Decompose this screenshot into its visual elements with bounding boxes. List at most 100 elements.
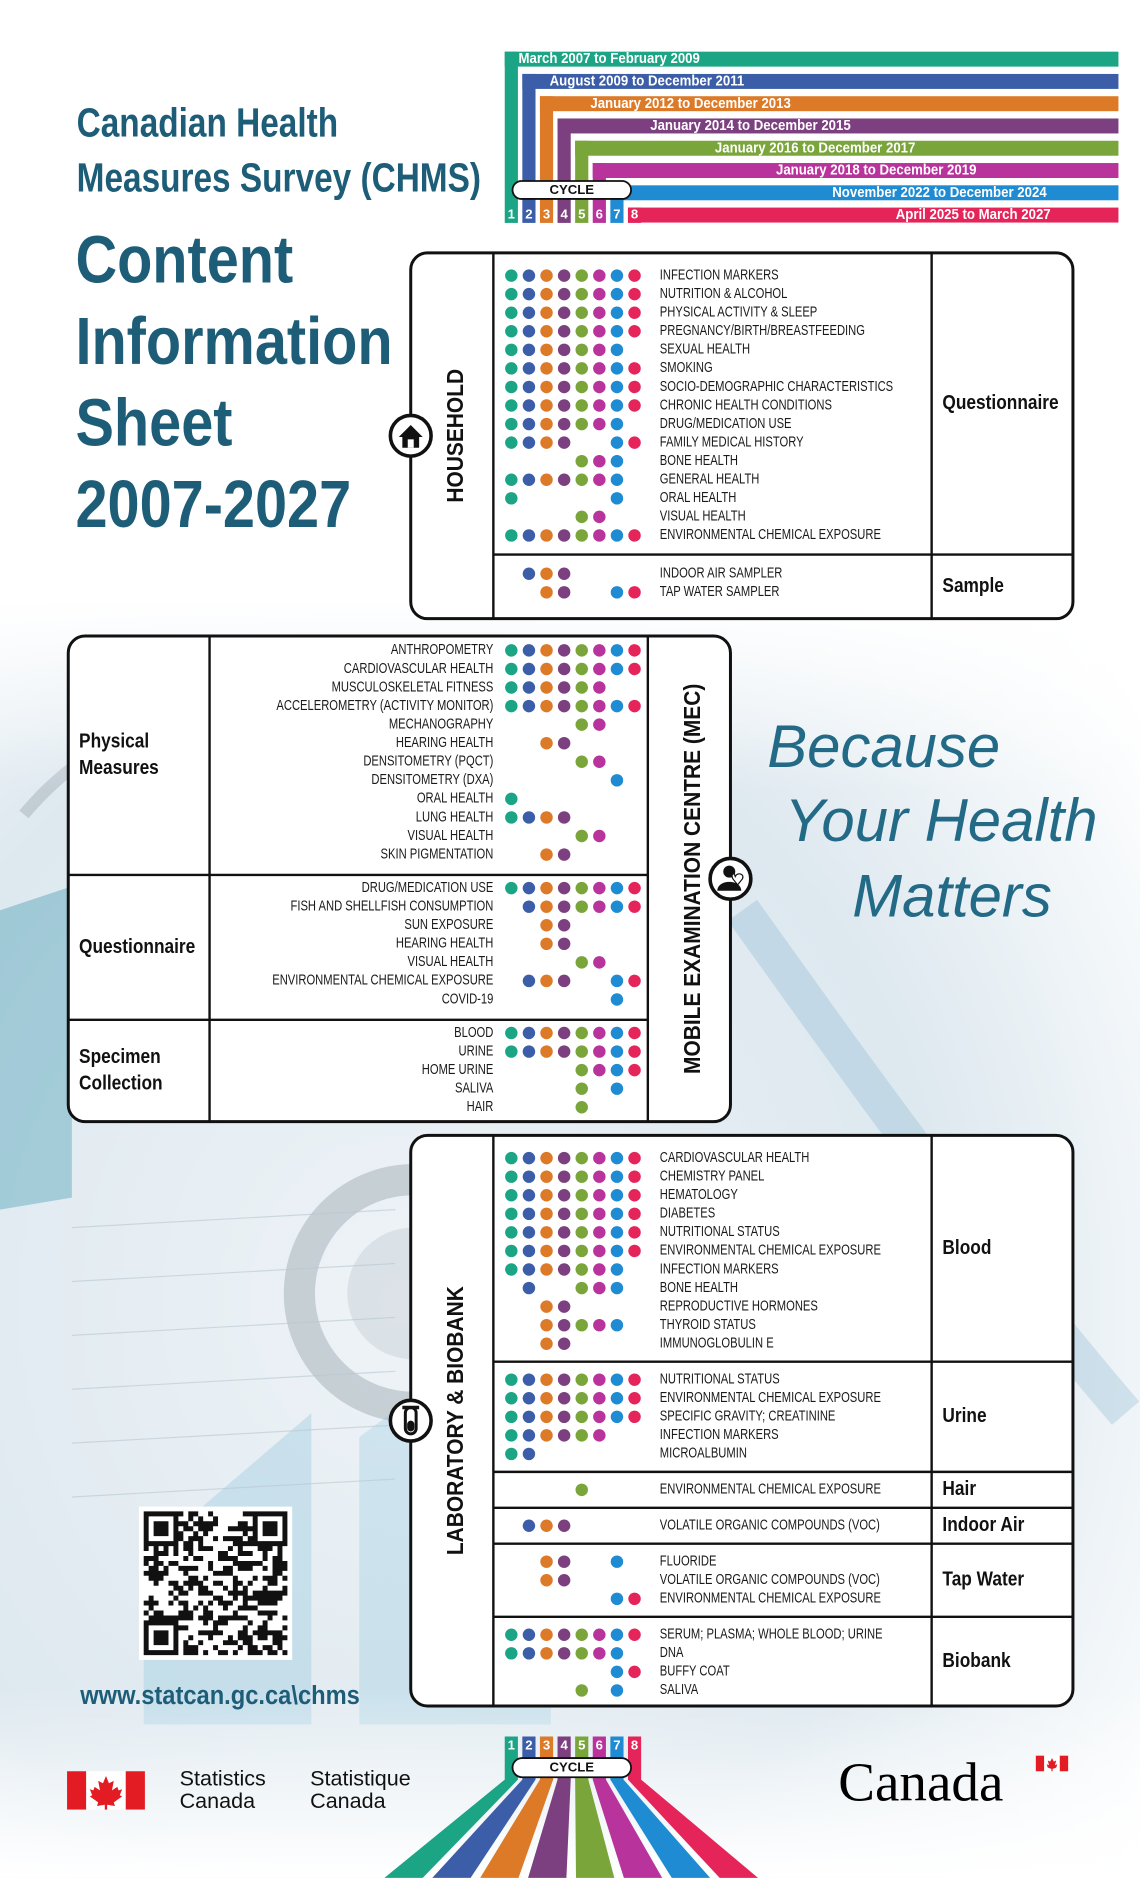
cycle-dot [540,306,553,319]
cycle-number: 3 [543,207,550,222]
cycle-dot [557,881,571,895]
cycle-dot [557,1628,571,1641]
cycle-bar [504,51,1119,67]
cycle-dot [557,1337,571,1350]
cycle-dot [540,567,553,580]
wordmark: Canada [838,1752,1003,1813]
cycle-dot [505,662,518,676]
qr-code [138,1506,293,1660]
cycle-dot [522,1189,536,1202]
cycle-dot [610,1244,624,1258]
cycle-dot [505,1189,518,1202]
cycle-dot [557,662,571,676]
cycle-dot [505,436,518,449]
cycle-dot [522,1647,536,1660]
cycle-label: CYCLE [549,182,594,197]
cycle-dot [505,529,518,542]
cycle-dot [575,510,588,524]
item-name: LUNG HEALTH [416,808,494,825]
cycle-dot [610,1082,624,1095]
cycle-dot [593,681,606,694]
cycle-dot [540,1151,553,1165]
cycle-dot [505,492,518,505]
cycle-dot [575,644,588,657]
cycle-dot [610,1665,624,1679]
cycle-dot [522,473,536,486]
cycle-ribbon [432,1736,536,1878]
item-name: VOLATILE ORGANIC COMPOUNDS (VOC) [660,1571,880,1588]
cycle-dot [593,1410,606,1424]
item-name: ENVIRONMENTAL CHEMICAL EXPOSURE [272,971,493,988]
cycle-dot [575,343,588,357]
cycle-dot [505,473,518,486]
item-name: HEARING HEALTH [396,734,493,751]
group-label: Blood [942,1237,991,1260]
item-name: NUTRITION & ALCOHOL [660,285,788,302]
cycle-number: 5 [578,207,585,222]
item-name: DNA [660,1644,684,1661]
cycle-dot [628,287,641,301]
cycle-number: 1 [508,1738,515,1753]
icon-house [398,424,423,448]
cycle-dot [575,269,588,282]
group-label: Tap Water [942,1568,1024,1591]
cycle-dot [593,662,606,676]
cycle-dot [593,956,606,969]
cycle-dot [505,306,518,319]
cycle-dot [610,473,624,486]
cycle-dot [575,1647,588,1660]
item-name: VISUAL HEALTH [407,953,493,970]
item-name: DRUG/MEDICATION USE [660,415,792,432]
slogan: Because Your Health Matters [767,713,1097,930]
cycle-dot [522,1628,536,1641]
cycle-dot [593,1226,606,1239]
item-name: SALIVA [660,1681,699,1698]
cycle-label: CYCLE [549,1760,594,1775]
item-name: ANTHROPOMETRY [391,641,494,658]
cycle-dot [505,1373,518,1386]
cycle-dot [505,1170,518,1183]
cycle-dot [540,1373,553,1386]
item-name: PHYSICAL ACTIVITY & SLEEP [660,303,817,320]
cycle-bar [557,118,1119,134]
cycle-dot [557,1026,571,1040]
cycle-dot [557,380,571,394]
group-label: Sample [942,575,1004,598]
cycle-dot [540,699,553,713]
sheet-title: Information [75,304,392,379]
cycle-dot [628,1151,641,1165]
cycle-dot [593,454,606,468]
sheet-title: Content [75,222,293,297]
cycle-dot [628,325,641,338]
cycle-dot [522,1447,536,1461]
cycle-dot [540,848,553,861]
cycle-number: 8 [631,1738,638,1753]
cycle-dot [557,306,571,319]
cycle-dot [628,1592,641,1606]
item-name: HAIR [467,1098,494,1115]
cycle-dot [593,1170,606,1183]
cycle-dot [540,586,553,599]
cycle-dot [540,644,553,657]
cycle-dot [593,829,606,843]
section-title: HOUSEHOLD [442,369,468,503]
cycle-dot [557,586,571,599]
cycle-dot [557,1045,571,1058]
cycle-dot [575,1410,588,1424]
item-name: INFECTION MARKERS [660,266,779,283]
cycle-dot [593,699,606,713]
cycle-dot [575,306,588,319]
cycle-dot [505,325,518,338]
cycle-dot [505,881,518,895]
cycle-period: March 2007 to February 2009 [519,51,701,67]
cycle-dot [610,774,624,787]
cycle-ribbon [592,1736,663,1878]
group-label: Measures [79,757,159,780]
cycle-dot [522,974,536,988]
item-name: SERUM; PLASMA; WHOLE BLOOD; URINE [660,1625,883,1642]
cycle-dot [557,937,571,951]
cycle-dot [593,362,606,375]
